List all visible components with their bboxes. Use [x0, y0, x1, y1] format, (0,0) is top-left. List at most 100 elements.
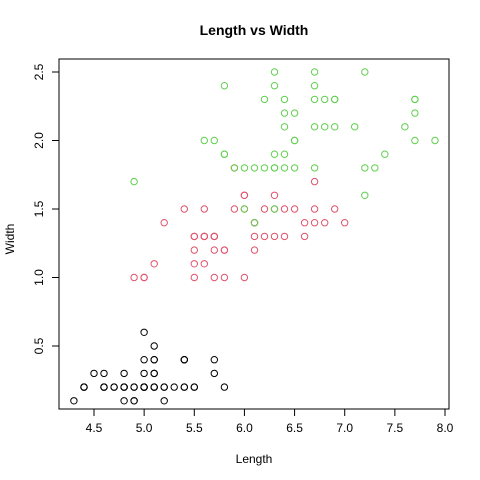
- data-point-series-2: [230, 205, 239, 213]
- data-point-series-3: [280, 95, 289, 104]
- data-point-series-2: [260, 205, 269, 213]
- data-point-series-2: [321, 219, 329, 227]
- x-tick-label: 8.0: [437, 421, 454, 435]
- data-point-series-2: [180, 205, 189, 213]
- data-point-series-2: [190, 232, 199, 241]
- data-point-series-2: [300, 219, 309, 227]
- data-point-series-2: [240, 273, 249, 282]
- y-tick-label: 2.0: [32, 132, 46, 149]
- y-tick-label: 1.5: [32, 200, 46, 217]
- data-point-series-1: [120, 397, 128, 405]
- data-point-series-1: [140, 383, 148, 391]
- data-point-series-3: [220, 82, 229, 90]
- x-tick-label: 5.5: [186, 421, 203, 435]
- data-point-series-3: [331, 95, 339, 104]
- data-point-series-3: [351, 123, 359, 131]
- data-point-series-2: [280, 232, 289, 241]
- data-point-series-2: [270, 191, 279, 200]
- data-point-series-2: [190, 246, 199, 254]
- data-point-series-3: [220, 150, 229, 158]
- data-point-series-1: [220, 383, 229, 391]
- data-point-series-3: [411, 136, 419, 145]
- data-point-series-3: [260, 164, 269, 172]
- data-point-series-1: [100, 383, 108, 391]
- y-axis: 0.5 1.0 1.5 2.0 2.5: [32, 63, 60, 354]
- data-point-series-3: [361, 191, 369, 200]
- data-point-series-2: [200, 205, 209, 213]
- data-point-series-1: [210, 369, 219, 378]
- data-point-series-1: [170, 383, 178, 391]
- data-point-series-3: [310, 164, 319, 172]
- data-point-series-2: [310, 177, 319, 186]
- data-point-series-3: [290, 164, 299, 172]
- data-point-series-2: [250, 246, 259, 254]
- data-point-series-1: [150, 356, 158, 364]
- data-point-series-3: [270, 68, 279, 76]
- data-point-series-3: [310, 68, 319, 76]
- data-point-series-2: [290, 205, 299, 213]
- data-point-series-2: [210, 273, 219, 282]
- data-point-series-2: [190, 273, 199, 282]
- data-point-series-3: [250, 219, 259, 227]
- data-point-series-3: [260, 95, 269, 104]
- data-point-series-2: [310, 205, 319, 213]
- data-point-series-3: [290, 109, 299, 117]
- x-axis: 4.5 5.0 5.5 6.0 6.5 7.0 7.5 8.0: [86, 408, 454, 435]
- data-point-series-3: [270, 82, 279, 90]
- data-point-series-2: [200, 232, 209, 241]
- data-point-series-2: [190, 260, 199, 268]
- y-tick-label: 0.5: [32, 337, 46, 354]
- data-point-series-3: [371, 164, 379, 172]
- data-point-series-3: [230, 164, 239, 172]
- data-point-series-2: [140, 273, 148, 282]
- data-point-series-2: [331, 205, 339, 213]
- data-point-series-2: [260, 232, 269, 241]
- data-point-series-3: [361, 164, 369, 172]
- data-point-series-1: [210, 356, 219, 364]
- data-point-series-2: [240, 191, 249, 200]
- data-point-series-2: [341, 219, 349, 227]
- data-point-series-3: [240, 205, 249, 213]
- data-point-series-3: [401, 123, 409, 131]
- data-point-series-1: [80, 383, 88, 391]
- data-point-series-1: [140, 356, 148, 364]
- data-point-series-3: [310, 95, 319, 104]
- data-point-series-1: [180, 356, 189, 364]
- data-point-series-1: [160, 397, 168, 405]
- data-point-series-2: [280, 205, 289, 213]
- data-point-series-3: [331, 123, 339, 131]
- data-point-series-3: [200, 136, 209, 145]
- x-axis-label: Length: [236, 452, 273, 466]
- data-point-series-1: [140, 369, 148, 378]
- plot-frame: [58, 58, 450, 410]
- data-point-series-3: [411, 95, 419, 104]
- data-point-series-3: [431, 136, 439, 145]
- x-tick-label: 7.0: [336, 421, 353, 435]
- y-tick-label: 1.0: [32, 269, 46, 286]
- data-point-series-3: [270, 164, 279, 172]
- y-axis-label: Width: [3, 224, 17, 255]
- data-point-series-3: [361, 68, 369, 76]
- x-tick-label: 5.0: [136, 421, 153, 435]
- data-point-series-2: [160, 219, 168, 227]
- data-point-series-1: [140, 328, 148, 336]
- data-point-series-3: [310, 123, 319, 131]
- data-point-series-1: [160, 383, 168, 391]
- data-point-series-1: [110, 383, 118, 391]
- data-point-series-2: [210, 232, 219, 241]
- data-points: [70, 68, 439, 405]
- data-point-series-1: [120, 369, 128, 378]
- x-tick-label: 4.5: [86, 421, 103, 435]
- data-point-series-3: [270, 205, 279, 213]
- data-point-series-2: [200, 260, 209, 268]
- data-point-series-3: [310, 82, 319, 90]
- data-point-series-1: [70, 397, 78, 405]
- data-point-series-3: [210, 136, 219, 145]
- data-point-series-2: [310, 219, 319, 227]
- data-point-series-2: [300, 232, 309, 241]
- data-point-series-3: [290, 136, 299, 145]
- data-point-series-1: [150, 369, 158, 378]
- data-point-series-1: [90, 369, 98, 378]
- data-point-series-3: [321, 123, 329, 131]
- data-point-series-3: [250, 164, 259, 172]
